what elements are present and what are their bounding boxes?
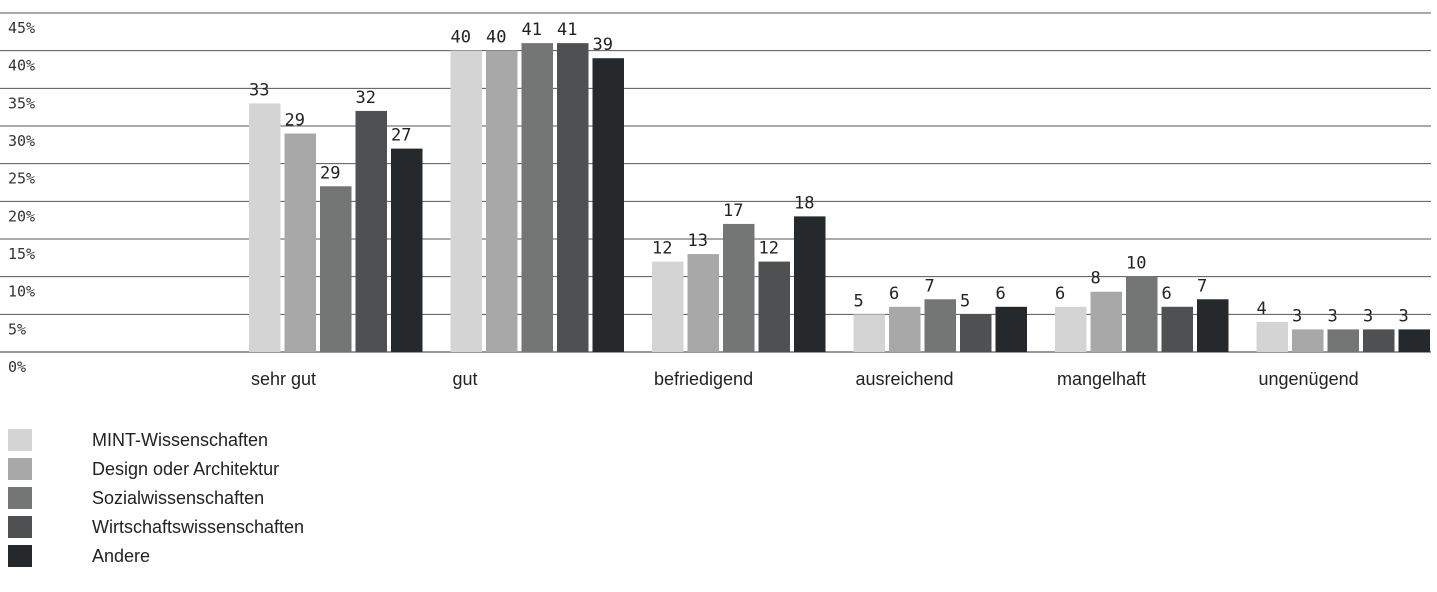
bar-value-label: 8 xyxy=(1091,269,1101,289)
bar-value-label: 3 xyxy=(1363,306,1373,326)
x-category-label: gut xyxy=(453,369,478,389)
bar-value-label: 27 xyxy=(391,126,411,146)
x-category-label: ungenügend xyxy=(1259,369,1359,389)
gridlines xyxy=(0,12,1431,353)
bar xyxy=(1197,299,1229,352)
bar-value-label: 41 xyxy=(557,20,577,40)
legend-label: Wirtschaftswissenschaften xyxy=(92,517,305,537)
bar xyxy=(924,299,956,352)
bar xyxy=(1292,329,1324,352)
bar-value-label: 6 xyxy=(889,284,899,304)
legend-label: Design oder Architektur xyxy=(92,459,280,479)
bar-value-label: 17 xyxy=(723,201,743,221)
bar-value-label: 29 xyxy=(285,111,305,131)
y-tick-label: 30% xyxy=(8,132,35,150)
legend-item: Andere xyxy=(8,544,508,573)
bar xyxy=(391,148,423,352)
bar-value-label: 10 xyxy=(1126,254,1146,274)
bar-value-label: 12 xyxy=(652,239,672,259)
bar-value-label: 32 xyxy=(356,88,376,108)
x-category-label: mangelhaft xyxy=(1057,369,1146,389)
bar xyxy=(450,50,482,353)
bar xyxy=(592,58,624,352)
legend-item: MINT-Wissenschaften xyxy=(8,428,508,457)
bar xyxy=(889,306,921,352)
y-tick-label: 5% xyxy=(8,320,26,338)
bar xyxy=(284,133,316,352)
bars xyxy=(249,43,1430,353)
bar-value-label: 39 xyxy=(593,35,613,55)
legend-swatch xyxy=(8,429,32,451)
bar-value-label: 6 xyxy=(996,284,1006,304)
bar xyxy=(687,254,719,352)
bar xyxy=(1090,291,1122,352)
y-tick-label: 35% xyxy=(8,94,35,112)
y-tick-label: 20% xyxy=(8,207,35,225)
bar xyxy=(521,43,553,353)
bar xyxy=(794,216,826,352)
bar xyxy=(557,43,589,353)
bar-value-label: 40 xyxy=(486,28,506,48)
bar xyxy=(1055,306,1087,352)
legend-item: Sozialwissenschaften xyxy=(8,486,508,515)
x-axis-category-labels: sehr gut gut befriedigend ausreichend mangel… xyxy=(251,369,1359,389)
bar xyxy=(1398,329,1430,352)
bar-value-label: 33 xyxy=(249,80,269,100)
y-tick-label: 45% xyxy=(8,19,35,37)
bar xyxy=(723,223,755,352)
bar-value-label: 40 xyxy=(451,28,471,48)
bar xyxy=(1256,321,1288,352)
bar-value-label: 12 xyxy=(759,239,779,259)
legend-item: Wirtschaftswissenschaften xyxy=(8,515,508,544)
bar-value-label: 4 xyxy=(1257,299,1267,319)
y-tick-label: 10% xyxy=(8,283,35,301)
bar xyxy=(853,314,885,352)
bar xyxy=(995,306,1027,352)
bar xyxy=(486,50,518,353)
legend-label: Sozialwissenschaften xyxy=(92,488,265,508)
y-tick-label: 25% xyxy=(8,170,35,188)
legend-label: Andere xyxy=(92,546,151,566)
legend-swatch xyxy=(8,487,32,509)
bar-value-label: 7 xyxy=(1197,276,1207,296)
legend-swatch xyxy=(8,458,32,480)
bar-value-label: 5 xyxy=(960,291,970,311)
bar-value-label: 13 xyxy=(688,231,708,251)
bar xyxy=(355,110,387,352)
legend-label: MINT-Wissenschaften xyxy=(92,430,269,450)
bar xyxy=(960,314,992,352)
bar-value-label: 5 xyxy=(854,291,864,311)
bar-value-label: 3 xyxy=(1399,306,1409,326)
y-tick-label: 15% xyxy=(8,245,35,263)
y-tick-label: 0% xyxy=(8,358,26,376)
legend-swatch xyxy=(8,545,32,567)
bar xyxy=(1363,329,1395,352)
legend-item: Design oder Architektur xyxy=(8,457,508,486)
bar-value-label: 3 xyxy=(1292,306,1302,326)
legend: MINT-Wissenschaften Design oder Architekt… xyxy=(8,428,508,573)
bar-chart: 0%5%10%15%20%25%30%35%40%45% 33292932274… xyxy=(0,12,1431,389)
bar xyxy=(758,261,790,352)
x-category-label: ausreichend xyxy=(856,369,954,389)
x-category-label: sehr gut xyxy=(251,369,316,389)
bar xyxy=(1126,276,1158,352)
x-category-label: befriedigend xyxy=(654,369,753,389)
bar xyxy=(249,103,281,353)
bar-value-label: 6 xyxy=(1055,284,1065,304)
bar xyxy=(320,186,352,352)
legend-swatch xyxy=(8,516,32,538)
bar-value-label: 41 xyxy=(522,20,542,40)
bar xyxy=(1327,329,1359,352)
bar-value-label: 7 xyxy=(925,276,935,296)
bar xyxy=(1161,306,1193,352)
bar-value-label: 6 xyxy=(1162,284,1172,304)
y-tick-label: 40% xyxy=(8,57,35,75)
y-axis-tick-labels: 0% 5% 10% 15% 20% 25% 30% 35% 40% 45% xyxy=(8,19,35,376)
bar-value-label: 18 xyxy=(794,193,814,213)
bar-value-label: 29 xyxy=(320,163,340,183)
bar-value-label: 3 xyxy=(1328,306,1338,326)
bar xyxy=(652,261,684,352)
